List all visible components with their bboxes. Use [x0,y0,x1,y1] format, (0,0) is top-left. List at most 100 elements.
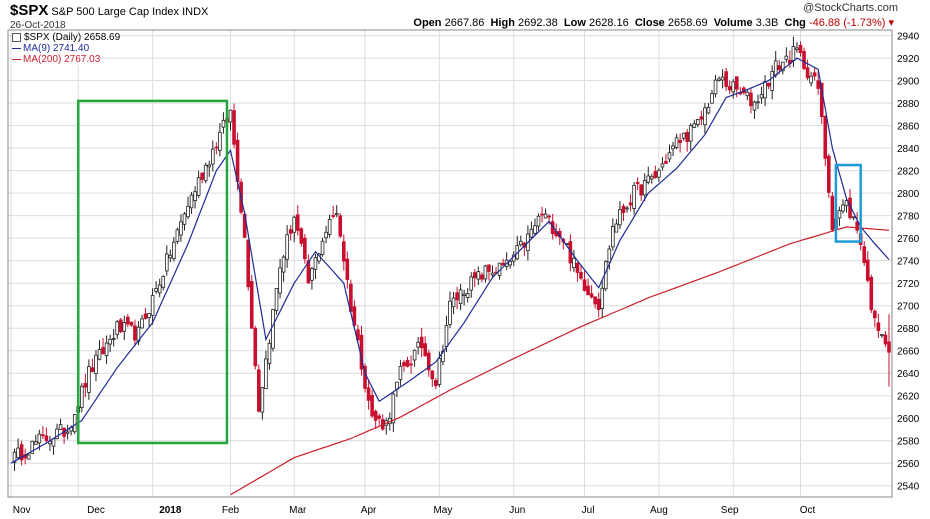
candle [490,265,495,278]
candle [154,281,158,294]
candle [370,389,374,418]
candle [97,340,102,361]
candle [756,94,760,109]
candle [175,227,180,244]
candle-body [267,342,272,364]
candle [274,287,279,315]
candle [172,236,176,262]
candle-body [402,362,406,367]
candle-body [809,75,813,84]
candle [632,182,636,215]
candle [472,269,477,288]
candle [752,100,757,119]
candle [692,119,697,129]
candle-body [299,228,304,244]
candle [51,438,56,455]
candle [33,434,38,445]
candle-body [122,322,127,332]
candle [664,153,668,164]
candle-body [816,80,820,89]
candle [540,206,544,223]
candle-body [228,109,233,123]
candle-body [823,116,828,159]
x-tick-label: Jul [582,505,595,516]
candle [232,103,236,149]
candlestick-series [12,36,891,471]
candle-body [660,163,665,168]
candle-body [724,71,728,87]
candle-body [777,65,782,70]
candle-body [451,297,456,308]
candle-body [710,93,714,104]
candle [646,166,651,185]
candle [267,339,272,370]
candle [720,69,725,89]
candle-body [157,284,162,294]
candle [809,71,813,87]
candle [710,89,714,104]
candle-body [313,257,318,270]
candle-body [780,61,785,72]
candle [865,251,870,283]
candle-body [292,216,297,233]
candle [419,327,424,358]
candle [182,212,187,231]
candle-legend-icon [12,32,21,42]
candle [795,42,799,53]
close-value: 2658.69 [667,17,708,29]
candle [749,88,753,114]
candle [423,336,428,357]
candle-body [717,78,721,81]
candle-body [745,91,750,97]
candle-body [72,414,77,433]
candle [699,110,704,126]
candle [543,208,548,219]
stockcharts-watermark: @StockCharts.com [803,2,898,14]
candle-body [412,349,417,361]
candle-body [253,327,258,367]
candle [246,239,251,291]
high-label: High [490,17,515,29]
y-axis: 2540 2560 2580 2600 2620 2640 2660 2680 2700 2720… [897,32,920,493]
candle [23,448,27,465]
candle-body [529,228,534,238]
candle-body [642,180,647,196]
high-value: 2692.38 [518,17,558,29]
candle [621,203,626,221]
volume-label: Volume [713,17,753,29]
y-tick-label: 2720 [897,279,920,290]
candle [19,440,24,466]
candle [738,87,743,96]
candle [876,313,881,339]
candle-body [519,240,523,246]
plot-frame [7,29,893,498]
candle [218,123,222,157]
candle [625,205,629,213]
candle [129,321,134,327]
candle [150,288,155,325]
candle [271,309,275,352]
candle [363,363,367,393]
candle-body [200,172,204,180]
candle-body [363,366,367,389]
x-tick-label: May [433,505,452,516]
candle-body [844,200,849,207]
y-tick-label: 2700 [897,302,920,313]
candle-body [865,259,870,281]
candle [126,314,130,328]
candle-body [126,316,130,325]
candle [501,258,505,266]
candle-body [214,146,219,149]
candle [614,219,619,233]
candle-body [685,132,690,142]
candle [157,278,162,298]
candle-body [161,276,166,288]
candle [869,274,874,314]
candle-body [416,341,420,348]
candle [341,234,346,271]
candle-body [186,205,190,218]
candle [210,140,215,172]
candle-body [734,76,739,90]
candle-body [271,309,275,349]
candle [589,285,594,299]
